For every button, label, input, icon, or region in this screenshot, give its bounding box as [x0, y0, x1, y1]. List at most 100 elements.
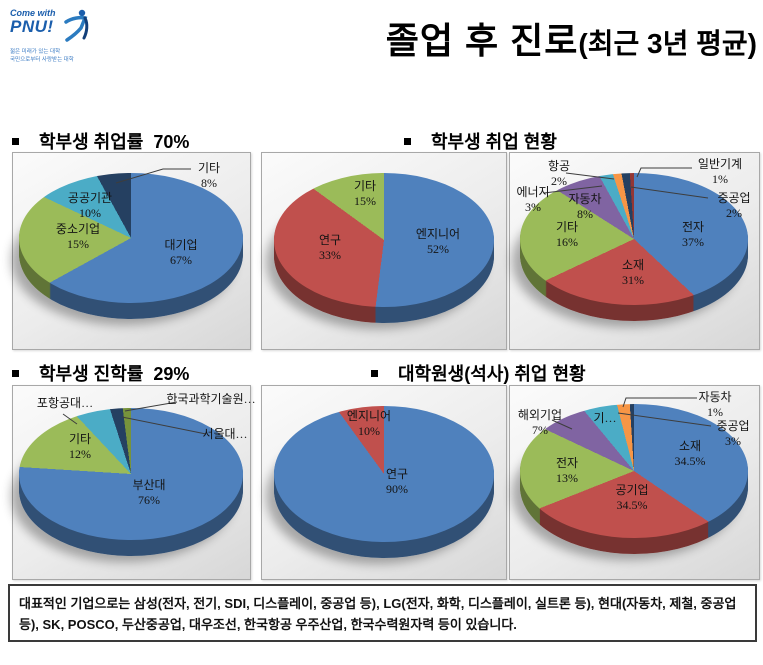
- bullet-square-icon: [371, 369, 378, 377]
- pie-label-name: 기타: [555, 220, 579, 234]
- pie-label: 공공기관 10%: [59, 191, 121, 220]
- pie-label: 기타 8%: [189, 161, 229, 190]
- leader-lines: [62, 401, 207, 435]
- pie-label: 공기업 34.5%: [602, 483, 662, 512]
- bullet-square-icon: [12, 137, 19, 145]
- heading-text: 대학원생(석사) 취업 현황: [398, 364, 586, 384]
- pie-top-surface: [274, 173, 494, 307]
- pie-label-value: 2%: [551, 173, 567, 188]
- leader-lines: [115, 168, 191, 184]
- pie-ug-industry: [520, 173, 748, 321]
- logo-come-with: Come with: [10, 8, 56, 18]
- heading-text: 학부생 취업 현황: [431, 132, 557, 152]
- bullet-square-icon: [404, 137, 411, 145]
- chart-panel-ms-job-type: 엔지니어 10% 연구 90%: [261, 385, 507, 580]
- pie-label-name: 기타: [68, 432, 92, 446]
- pie-label: 엔지니어 10%: [336, 409, 402, 438]
- pie-top-surface: [19, 173, 243, 303]
- pie-label: 소재 31%: [610, 258, 656, 287]
- pie-label-name: 공공기관: [67, 191, 113, 205]
- pie-label: 한국과학기술원…: [166, 392, 256, 407]
- pie-label: 연구 33%: [308, 233, 352, 262]
- pie-label-value: 34.5%: [616, 497, 648, 512]
- page-title-sub: (최근 3년 평균): [578, 28, 757, 59]
- pie-label-name: 부산대: [132, 478, 166, 492]
- pie-ug-job-type: [274, 173, 494, 323]
- pie-label-name: 소재: [678, 439, 702, 453]
- pie-label-name: 항공: [547, 159, 571, 173]
- pie-label-name: 연구: [385, 467, 409, 481]
- pie-employment-rate: [19, 173, 243, 319]
- pie-label-name: 해외기업: [517, 408, 563, 422]
- pie-label-name: 한국과학기술원…: [166, 392, 256, 406]
- pie-label-name: 포항공대…: [36, 396, 94, 410]
- pie-label: 중공업 3%: [706, 419, 760, 448]
- logo-tagline-2: 국민으로부터 사랑받는 대학: [10, 57, 74, 64]
- pie-label-value: 12%: [69, 446, 91, 461]
- pie-label-name: 일반기계: [697, 157, 743, 171]
- pie-label-value: 90%: [386, 481, 408, 496]
- pie-label: 부산대 76%: [121, 478, 177, 507]
- pie-label-value: 34.5%: [674, 453, 706, 468]
- pie-label: 자동차 1%: [688, 390, 742, 419]
- pie-label-value: 2%: [726, 205, 742, 220]
- pie-label-value: 1%: [712, 171, 728, 186]
- pie-label: 일반기계 1%: [688, 157, 752, 186]
- pie-top-surface: [520, 173, 748, 305]
- pie-label: 전자 37%: [668, 220, 718, 249]
- pie-label: 기타 15%: [344, 179, 386, 208]
- pie-label-value: 76%: [138, 492, 160, 507]
- pie-label-name: 자동차: [698, 390, 732, 404]
- pie-grad-school: [19, 408, 243, 556]
- pie-label-name: 서울대…: [202, 427, 248, 441]
- pie-label-name: 기…: [593, 411, 617, 425]
- heading-employment-rate: 학부생 취업률 70%: [12, 128, 189, 154]
- page-title: 졸업 후 진로(최근 3년 평균): [386, 12, 757, 64]
- pie-ms-job-type: [274, 406, 494, 558]
- pie-top-surface: [274, 406, 494, 542]
- pie-label-value: 7%: [532, 422, 548, 437]
- heading-grad-school-rate: 학부생 진학률 29%: [12, 360, 189, 386]
- heading-text: 학부생 진학률 29%: [39, 364, 190, 384]
- pie-label-name: 공기업: [615, 483, 649, 497]
- pie-label-value: 1%: [707, 404, 723, 419]
- pie-label: 기…: [588, 411, 622, 426]
- pie-ms-industry: [520, 404, 748, 554]
- pie-label-value: 52%: [427, 241, 449, 256]
- pie-label-value: 37%: [682, 234, 704, 249]
- logo-tagline-1: 젊은 미래가 있는 대학: [10, 49, 61, 55]
- chart-panel-employment-rate: 기타 8% 공공기관 10% 중소기업 15% 대기업 67%: [12, 152, 251, 350]
- heading-masters-employment: 대학원생(석사) 취업 현황: [371, 360, 586, 386]
- pie-label-value: 15%: [354, 193, 376, 208]
- page-title-main: 졸업 후 진로: [385, 20, 579, 61]
- pie-label: 에너지 3%: [510, 185, 556, 214]
- pie-label: 서울대…: [199, 427, 251, 442]
- pie-label-value: 10%: [79, 205, 101, 220]
- pie-label-name: 중공업: [717, 191, 751, 205]
- pie-top-surface: [19, 408, 243, 540]
- chart-panel-grad-school: 포항공대… 한국과학기술원… 서울대… 기타 12% 부산대 76%: [12, 385, 256, 580]
- pie-label: 포항공대…: [33, 396, 97, 411]
- footer-note: 대표적인 기업으로는 삼성(전자, 전기, SDI, 디스플레이, 중공업 등)…: [8, 584, 757, 642]
- pie-label: 기타 12%: [59, 432, 101, 461]
- pie-label-value: 3%: [725, 433, 741, 448]
- chart-panel-ug-job-type: 기타 15% 연구 33% 엔지니어 52%: [261, 152, 507, 350]
- pie-label: 자동차 8%: [560, 192, 610, 221]
- pie-label-name: 연구: [318, 233, 342, 247]
- pie-label-value: 8%: [577, 206, 593, 221]
- chart-panel-ms-industry: 자동차 1% 중공업 3% 해외기업 7% 기… 전자 13% 소재 34.5%…: [509, 385, 760, 580]
- pie-label-value: 15%: [67, 236, 89, 251]
- pie-label: 중공업 2%: [706, 191, 762, 220]
- pie-label: 연구 90%: [374, 467, 420, 496]
- pie-label-name: 소재: [621, 258, 645, 272]
- pie-label-value: 13%: [556, 470, 578, 485]
- pie-label: 항공 2%: [536, 159, 582, 188]
- pie-label-value: 8%: [201, 175, 217, 190]
- logo-pnu: PNU!: [10, 17, 54, 36]
- running-person-icon: [63, 9, 88, 42]
- pie-label-value: 67%: [170, 252, 192, 267]
- pie-label: 소재 34.5%: [660, 439, 720, 468]
- heading-text: 학부생 취업률 70%: [39, 132, 190, 152]
- pie-label-value: 3%: [525, 199, 541, 214]
- pie-label: 대기업 67%: [155, 238, 207, 267]
